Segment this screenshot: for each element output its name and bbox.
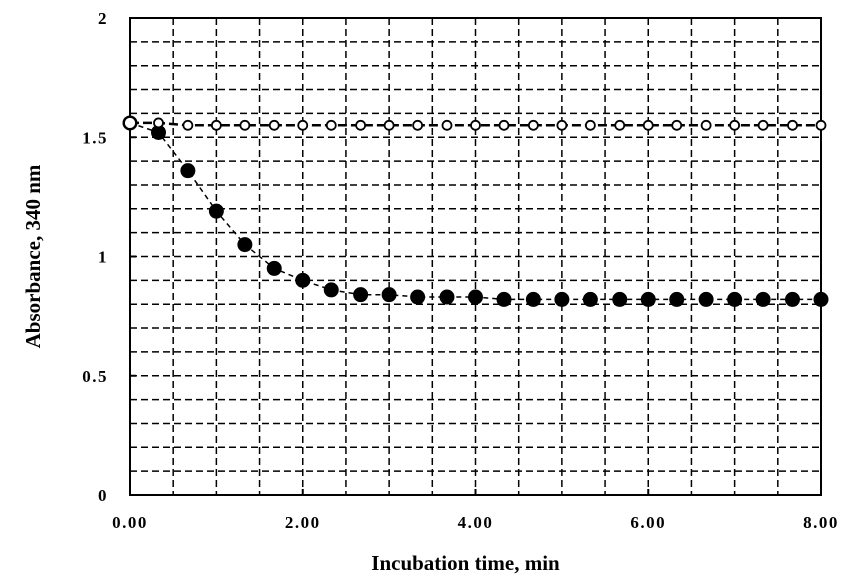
data-point-open [325, 119, 337, 131]
data-point-filled [180, 163, 196, 179]
data-point-open [383, 119, 395, 131]
data-point-open [210, 119, 222, 131]
data-series [122, 115, 829, 307]
data-point-filled [237, 237, 253, 253]
data-point-open [498, 119, 510, 131]
data-point-open [297, 119, 309, 131]
data-point-filled [727, 291, 743, 307]
data-point-open [412, 119, 424, 131]
y-tick-label: 1.5 [82, 128, 108, 147]
data-point-open [671, 119, 683, 131]
data-point-filled [582, 291, 598, 307]
data-point-filled [612, 291, 628, 307]
data-point-filled [784, 291, 800, 307]
data-point-filled [525, 291, 541, 307]
data-point-filled [669, 291, 685, 307]
series-0 [122, 115, 829, 307]
x-tick-label: 0.00 [112, 513, 148, 532]
data-point-filled [266, 260, 282, 276]
data-point-filled [353, 287, 369, 303]
data-point-open [355, 119, 367, 131]
data-point-filled [208, 203, 224, 219]
data-point-open [153, 117, 164, 129]
data-point-open [556, 119, 568, 131]
data-point-open [123, 116, 137, 130]
data-point-open [815, 119, 827, 131]
y-tick-label: 0 [98, 486, 108, 505]
data-point-filled [640, 291, 656, 307]
x-tick-label: 8.00 [803, 513, 839, 532]
data-point-filled [554, 291, 570, 307]
series-1 [123, 116, 827, 131]
data-point-filled [813, 291, 829, 307]
data-point-open [527, 119, 539, 131]
data-point-open [239, 119, 251, 131]
data-point-filled [295, 272, 311, 288]
data-point-filled [468, 289, 483, 305]
y-axis-title: Absorbance, 340 nm [21, 164, 45, 348]
data-point-open [268, 119, 280, 131]
data-point-open [470, 119, 481, 131]
y-tick-label: 0.5 [82, 367, 108, 386]
data-point-open [642, 119, 654, 131]
data-point-filled [323, 282, 339, 298]
data-point-open [182, 119, 194, 131]
data-point-open [729, 119, 741, 131]
data-point-open [700, 119, 712, 131]
data-point-filled [381, 287, 397, 303]
data-point-open [787, 119, 798, 131]
x-tick-label: 4.00 [458, 513, 494, 532]
y-tick-label: 1 [98, 248, 108, 267]
data-point-open [441, 119, 453, 131]
x-tick-label: 2.00 [285, 513, 321, 532]
grid [130, 18, 821, 495]
tick-labels: 0.00 2.00 4.00 6.00 8.00 0 0.5 1 1.5 2 [82, 9, 839, 532]
data-point-open [614, 119, 626, 131]
x-axis-title: Incubation time, min [371, 551, 560, 575]
data-point-filled [698, 291, 714, 307]
data-point-filled [755, 291, 771, 307]
data-point-filled [439, 289, 455, 305]
axis-ticks [129, 17, 822, 496]
x-tick-label: 6.00 [630, 513, 666, 532]
data-point-filled [410, 289, 426, 305]
data-point-filled [496, 291, 512, 307]
y-tick-label: 2 [98, 9, 108, 28]
data-point-open [584, 119, 596, 131]
data-point-open [757, 119, 769, 131]
